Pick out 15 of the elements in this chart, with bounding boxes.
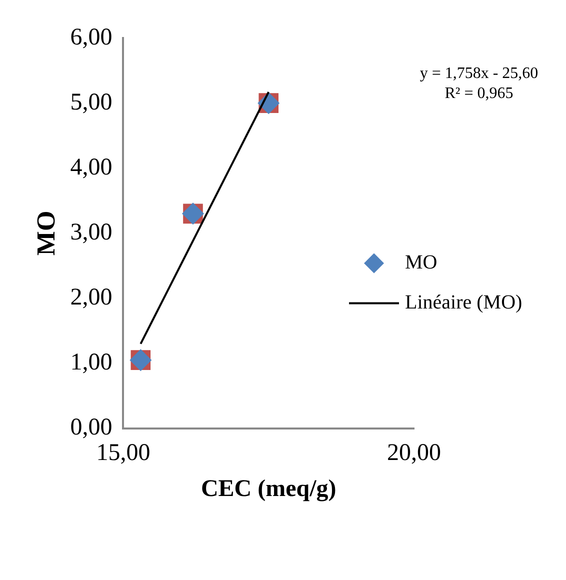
y-axis-title: MO	[31, 210, 60, 256]
x-axis-title: CEC (meq/g)	[200, 476, 336, 502]
y-tick-label: 4,00	[70, 154, 112, 180]
text: R² = 0,965	[444, 85, 514, 102]
y-tick-label: 0,00	[70, 414, 112, 441]
y-tick-label: 3,00	[70, 219, 112, 246]
y-tick-label: 5,00	[70, 89, 112, 116]
x-tick-label: 15,00	[96, 440, 150, 466]
x-tick-label: 20,00	[387, 440, 441, 466]
text: y = 1,758x - 25,60	[420, 65, 538, 82]
y-tick-label: 1,00	[70, 350, 112, 376]
y-tick-label: 6,00	[70, 24, 112, 50]
legend-label: Linéaire (MO)	[405, 291, 522, 314]
legend-label: MO	[405, 251, 438, 274]
y-tick-label: 2,00	[70, 284, 112, 311]
